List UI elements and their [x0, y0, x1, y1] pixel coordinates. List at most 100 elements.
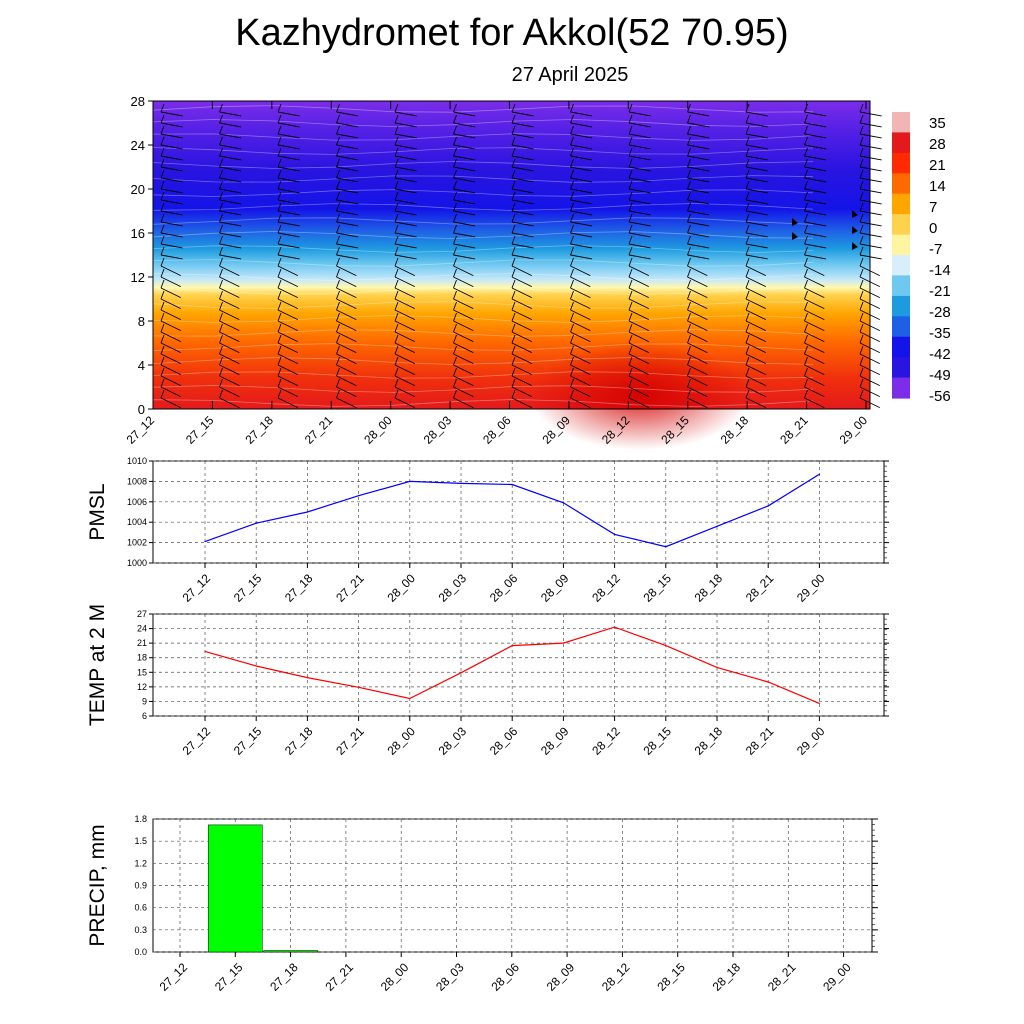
wind-barb-shaft [453, 177, 476, 183]
wind-barb-shaft [570, 232, 593, 238]
contour-line [152, 315, 814, 323]
x-tick-label: 28_18 [710, 960, 744, 994]
colorbar-swatch [892, 173, 910, 195]
wind-barb-flag [628, 136, 633, 146]
wind-barb-flag [570, 378, 574, 388]
wind-barb-shaft [336, 353, 357, 365]
temperature-field [153, 101, 870, 409]
y-tick-label: 0.3 [134, 925, 147, 935]
y-tick-label: 4 [138, 358, 145, 373]
wind-barb-flag [453, 356, 457, 366]
wind-barb-flag [277, 224, 282, 234]
wind-barb-shaft [160, 144, 183, 150]
wind-barb-shaft [745, 111, 768, 117]
contour-line [152, 217, 814, 225]
wind-barb-shaft [570, 133, 593, 139]
wind-barb-flag [804, 213, 808, 223]
temp2m-point [358, 686, 360, 688]
wind-barb-shaft [336, 155, 359, 161]
wind-barb-shaft [453, 144, 476, 150]
wind-barb-flag [570, 290, 574, 300]
wind-barb-shaft [745, 375, 766, 387]
wind-barb-shaft [628, 386, 649, 398]
x-tick-label: 28_15 [654, 960, 688, 994]
temp2m-frame [152, 613, 885, 717]
wind-barb-shaft [859, 331, 880, 343]
wind-barb-shaft [804, 364, 825, 376]
wind-barb-flag [219, 323, 223, 333]
wind-barb-flag [160, 356, 165, 366]
wind-barb-flag [804, 125, 808, 135]
wind-barb-flag [219, 389, 223, 399]
wind-barb-flag [745, 279, 750, 289]
wind-barb-flag [160, 235, 165, 245]
wind-barb-flag [859, 356, 864, 366]
wind-barb-shaft [570, 397, 591, 409]
wind-barb-flag [804, 257, 808, 267]
x-tick-label: 27_12 [124, 413, 158, 447]
wind-barb-shaft [219, 342, 240, 354]
wind-barb-shaft [570, 364, 591, 376]
wind-barb-shaft [745, 331, 766, 343]
wind-barb-shaft [277, 177, 300, 183]
wind-barb-shaft [160, 177, 183, 183]
contour-line [152, 161, 814, 169]
wind-barb-shaft [859, 353, 880, 365]
wind-barb-flag [511, 246, 516, 256]
wind-barb-shaft [628, 276, 649, 288]
x-tick-label: 28_09 [538, 571, 572, 605]
wind-barb-shaft [570, 342, 591, 354]
wind-barb-shaft [628, 353, 649, 365]
wind-barb-flag [219, 246, 223, 256]
wind-barb-flag [160, 312, 165, 322]
wind-barb-flag [453, 334, 457, 344]
contour-line [152, 245, 814, 253]
x-tick-label: 28_12 [599, 960, 633, 994]
wind-barb-flag [160, 367, 165, 377]
wind-barb-shaft [628, 177, 651, 183]
wind-barb-shaft [859, 177, 882, 183]
wind-barb-flag [745, 345, 750, 355]
wind-barb-shaft [570, 199, 593, 205]
wind-barb-shaft [511, 353, 532, 365]
wind-barb-flag [394, 334, 399, 344]
wind-barb-shaft [336, 243, 359, 249]
wind-barb-shaft [745, 353, 766, 365]
wind-barb-flag [394, 224, 399, 234]
wind-barb-flag [804, 158, 808, 168]
wind-barb-flag [745, 389, 750, 399]
wind-barb-shaft [277, 364, 298, 376]
wind-barb-shaft [628, 397, 649, 409]
wind-barb-shaft [687, 397, 708, 409]
wind-barb-flag [453, 389, 457, 399]
x-tick-label: 29_00 [820, 960, 854, 994]
wind-barb-flag [219, 290, 223, 300]
colorbar-label: -14 [929, 262, 951, 279]
wind-barb-shaft [687, 155, 710, 161]
wind-barb-shaft [745, 243, 768, 249]
wind-barb-flag [394, 202, 399, 212]
wind-barb-flag [859, 389, 864, 399]
y-tick-label: 27 [137, 609, 147, 619]
wind-barb-flag [394, 158, 399, 168]
wind-barb-shaft [277, 199, 300, 205]
wind-barb-shaft [511, 331, 532, 343]
wind-barb-flag [160, 125, 165, 135]
wind-barb-shaft [277, 155, 300, 161]
wind-barb-flag [277, 323, 282, 333]
wind-barb-flag [277, 257, 282, 267]
wind-barb-shaft [511, 320, 532, 332]
wind-barb-shaft [336, 111, 359, 117]
wind-barb-flag [570, 279, 574, 289]
wind-barb-flag [277, 202, 282, 212]
wind-barb-flag [336, 235, 340, 245]
wind-barb-shaft [859, 265, 880, 277]
x-tick-label: 27_18 [282, 724, 316, 758]
wind-barb-shaft [628, 188, 651, 194]
wind-barb-shaft [219, 199, 242, 205]
wind-barb-flag [570, 224, 574, 234]
wind-barb-shaft [570, 298, 591, 310]
wind-barb-flag [859, 202, 864, 212]
wind-barb-flag [160, 180, 165, 190]
wind-barb-shaft [394, 353, 415, 365]
